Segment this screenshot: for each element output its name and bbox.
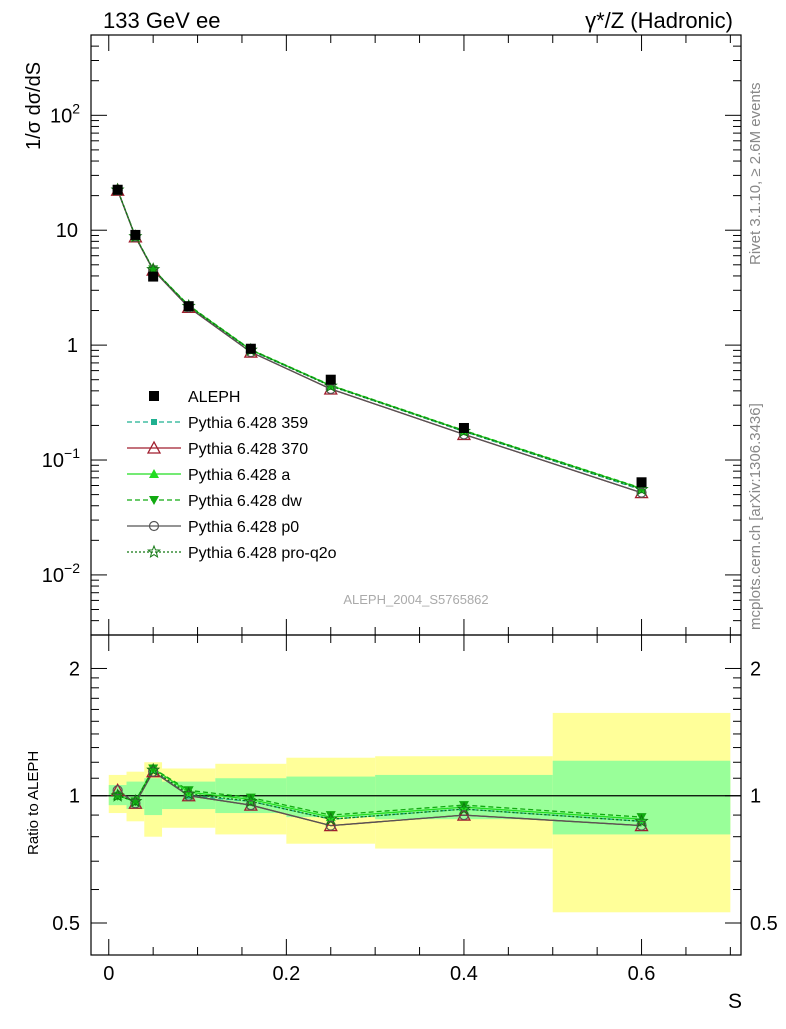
- analysis-id-label: ALEPH_2004_S5765862: [343, 592, 488, 607]
- legend-marker-p359: [151, 419, 157, 425]
- data-point-aleph: [130, 229, 141, 240]
- legend-marker-pdw: [149, 496, 159, 505]
- ratio-point-pq2o: [323, 811, 338, 826]
- ratio-point-pdw: [636, 813, 647, 823]
- ratio-point-pp0: [458, 809, 470, 821]
- ratio-y-tick-label-left: 0.5: [52, 913, 80, 935]
- ratio-y-tick-label-left: 1: [69, 786, 80, 808]
- band-inner: [375, 774, 553, 820]
- legend-label-pp0: Pythia 6.428 p0: [188, 519, 299, 536]
- ratio-point-pp0: [148, 766, 159, 777]
- ratio-y-axis-label: Ratio to ALEPH: [25, 751, 42, 855]
- legend-marker-p370: [146, 440, 162, 454]
- ratio-point-pp0: [183, 790, 194, 801]
- ratio-y-tick-label-left: 2: [69, 658, 80, 680]
- legend-label-pa: Pythia 6.428 a: [188, 467, 290, 484]
- ratio-point-pdw: [148, 764, 159, 774]
- y-tick-label: 10: [56, 220, 78, 242]
- y-tick-label: 1: [67, 335, 78, 357]
- x-tick-label: 0.4: [450, 963, 478, 985]
- ratio-line-pq2o: [117, 769, 642, 822]
- ratio-point-pq2o: [110, 788, 125, 802]
- x-axis-label: S: [728, 990, 742, 1013]
- data-point-aleph: [325, 374, 336, 385]
- x-tick-label: 0: [103, 963, 114, 985]
- ratio-point-pp0: [130, 798, 141, 809]
- legend-marker-data: [149, 391, 159, 401]
- ratio-point-pdw: [325, 811, 336, 821]
- legend-label-pdw: Pythia 6.428 dw: [188, 493, 302, 510]
- ratio-point-pp0: [112, 785, 123, 796]
- main-y-axis-label: 1/σ dσ/dS: [23, 62, 45, 150]
- y-tick-label: 102: [50, 100, 80, 127]
- legend: ALEPH Pythia 6.428 359 Pythia 6.428 370 Pyt…: [127, 389, 337, 562]
- ratio-point-pq2o: [243, 793, 258, 808]
- legend-marker-pp0: [148, 520, 160, 532]
- header-right: γ*/Z (Hadronic): [585, 8, 733, 33]
- data-point-aleph: [148, 271, 159, 282]
- rivet-version-label: Rivet 3.1.10, ≥ 2.6M events: [747, 83, 764, 266]
- header-left: 133 GeV ee: [103, 8, 220, 33]
- ratio-frame: [90, 634, 742, 956]
- legend-label-pq2o: Pythia 6.428 pro-q2o: [188, 545, 337, 562]
- data-point-aleph: [183, 301, 194, 312]
- ratio-panel: 2 2 1 1 0.5 0.5 0 0.2 0.4 0.6 S Ratio to ALEPH: [25, 634, 778, 1013]
- ratio-point-pq2o: [181, 786, 196, 800]
- ratio-y-tick-label-right: 2: [750, 658, 761, 680]
- legend-marker-pa: [149, 469, 159, 478]
- data-point-aleph: [458, 422, 469, 433]
- y-tick-label: 10−2: [42, 560, 80, 587]
- data-point-aleph: [112, 184, 123, 195]
- main-panel: 102 10 1 10−1 10−2 1/σ dσ/dS ALEPH_2004_S57658…: [23, 34, 742, 636]
- ratio-point-pp0: [636, 820, 647, 831]
- ratio-y-tick-label-right: 0.5: [750, 913, 778, 935]
- mcplots-label: mcplots.cern.ch [arXiv:1306.3436]: [747, 403, 764, 630]
- ratio-point-pdw: [245, 793, 256, 803]
- ratio-point-pp0: [325, 820, 336, 831]
- legend-label-p359: Pythia 6.428 359: [188, 415, 308, 432]
- ratio-point-pq2o: [634, 813, 649, 828]
- ratio-point-pq2o: [456, 801, 472, 816]
- band-inner: [144, 778, 163, 816]
- y-tick-label: 10−1: [42, 445, 80, 472]
- legend-marker-pq2o: [147, 544, 161, 559]
- data-point-aleph: [245, 343, 256, 354]
- x-tick-label: 0.6: [628, 963, 656, 985]
- ratio-point-pq2o: [128, 793, 143, 808]
- data-point-aleph: [636, 477, 647, 488]
- x-tick-label: 0.2: [272, 963, 300, 985]
- ratio-y-tick-label-right: 1: [750, 786, 761, 808]
- band-inner: [286, 776, 376, 818]
- point-pq2o: [634, 482, 649, 496]
- ratio-point-pdw: [458, 801, 469, 811]
- ratio-point-pq2o: [146, 762, 161, 777]
- legend-label-p370: Pythia 6.428 370: [188, 441, 308, 458]
- point-pp0: [636, 487, 647, 498]
- ratio-point-pp0: [245, 800, 256, 811]
- legend-label-data: ALEPH: [188, 389, 240, 406]
